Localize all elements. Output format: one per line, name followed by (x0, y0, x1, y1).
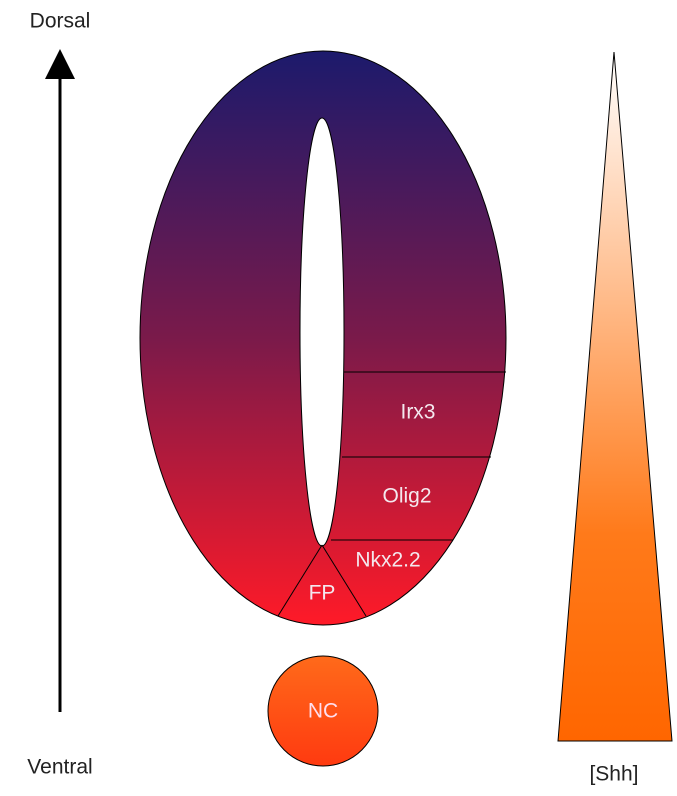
lumen (300, 118, 344, 546)
notochord-label: NC (308, 700, 338, 723)
dorsal-label: Dorsal (30, 10, 91, 33)
domain-label: FP (309, 582, 336, 605)
ventral-label: Ventral (27, 756, 92, 779)
domain-label: Nkx2.2 (355, 549, 420, 572)
shh-label: [Shh] (589, 763, 638, 786)
diagram: Dorsal Ventral Irx3 Olig2 Nkx2.2 FP NC [… (0, 0, 677, 791)
domain-label: Irx3 (400, 401, 435, 424)
shh-gradient (558, 52, 672, 741)
domain-label: Olig2 (382, 485, 431, 508)
